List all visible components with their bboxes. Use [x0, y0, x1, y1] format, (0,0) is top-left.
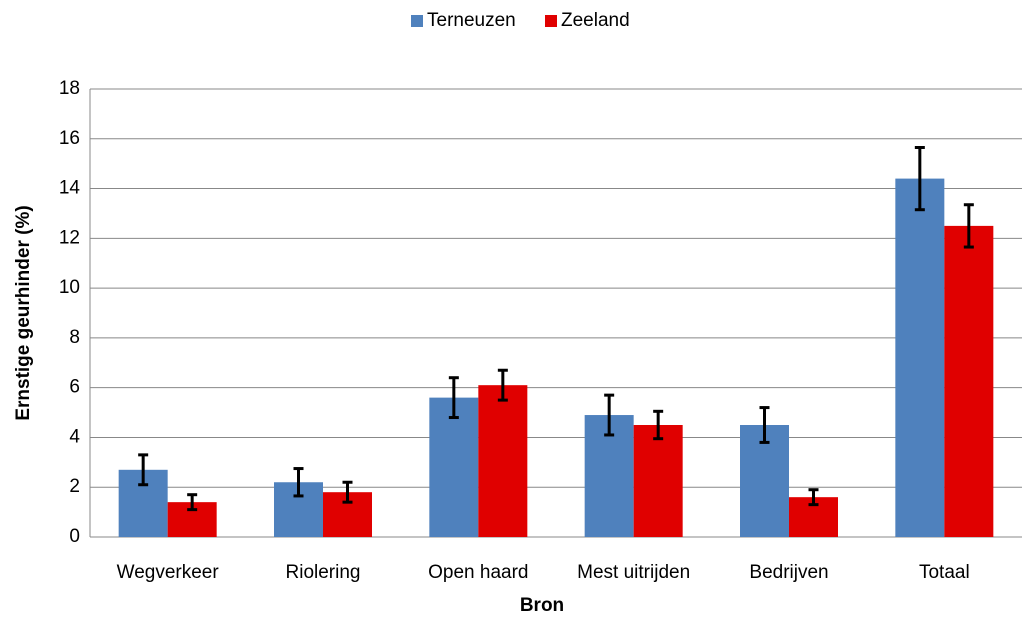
- y-tick-label: 8: [69, 327, 80, 348]
- bar: [429, 397, 479, 537]
- error-bar: [448, 376, 459, 420]
- y-tick-label: 0: [69, 526, 80, 547]
- error-bar: [914, 145, 925, 212]
- error-bar: [653, 409, 664, 441]
- y-tick-label: 4: [69, 426, 80, 447]
- x-tick-label: Bedrijven: [749, 562, 828, 583]
- y-tick-label: 14: [59, 178, 81, 199]
- y-axis-title: Ernstige geurhinder (%): [13, 205, 34, 420]
- legend-swatch: [411, 15, 423, 27]
- x-tick-label: Mest uitrijden: [577, 562, 690, 583]
- error-bar: [497, 368, 508, 402]
- y-tick-label: 10: [59, 277, 80, 298]
- error-bar: [759, 406, 770, 444]
- y-tick-label: 2: [69, 476, 80, 497]
- x-tick-label: Open haard: [428, 562, 528, 583]
- y-tick-label: 18: [59, 78, 80, 99]
- error-bar: [187, 493, 198, 512]
- x-tick-label: Totaal: [919, 562, 970, 583]
- error-bar: [808, 488, 819, 507]
- x-tick-label: Riolering: [286, 562, 361, 583]
- legend-label: Terneuzen: [427, 10, 516, 31]
- x-tick-label: Wegverkeer: [117, 562, 220, 583]
- y-tick-label: 12: [59, 227, 80, 248]
- bar: [895, 178, 945, 537]
- error-bar: [293, 467, 304, 498]
- legend-label: Zeeland: [561, 10, 630, 31]
- bar: [944, 225, 994, 537]
- y-tick-label: 6: [69, 377, 80, 398]
- bar: [633, 425, 683, 537]
- error-bar: [963, 203, 974, 249]
- y-tick-label: 16: [59, 128, 80, 149]
- error-bar: [604, 393, 615, 437]
- x-axis-title: Bron: [520, 595, 564, 616]
- error-bar: [342, 480, 353, 504]
- legend-swatch: [545, 15, 557, 27]
- bar: [478, 385, 528, 537]
- error-bar: [138, 453, 149, 487]
